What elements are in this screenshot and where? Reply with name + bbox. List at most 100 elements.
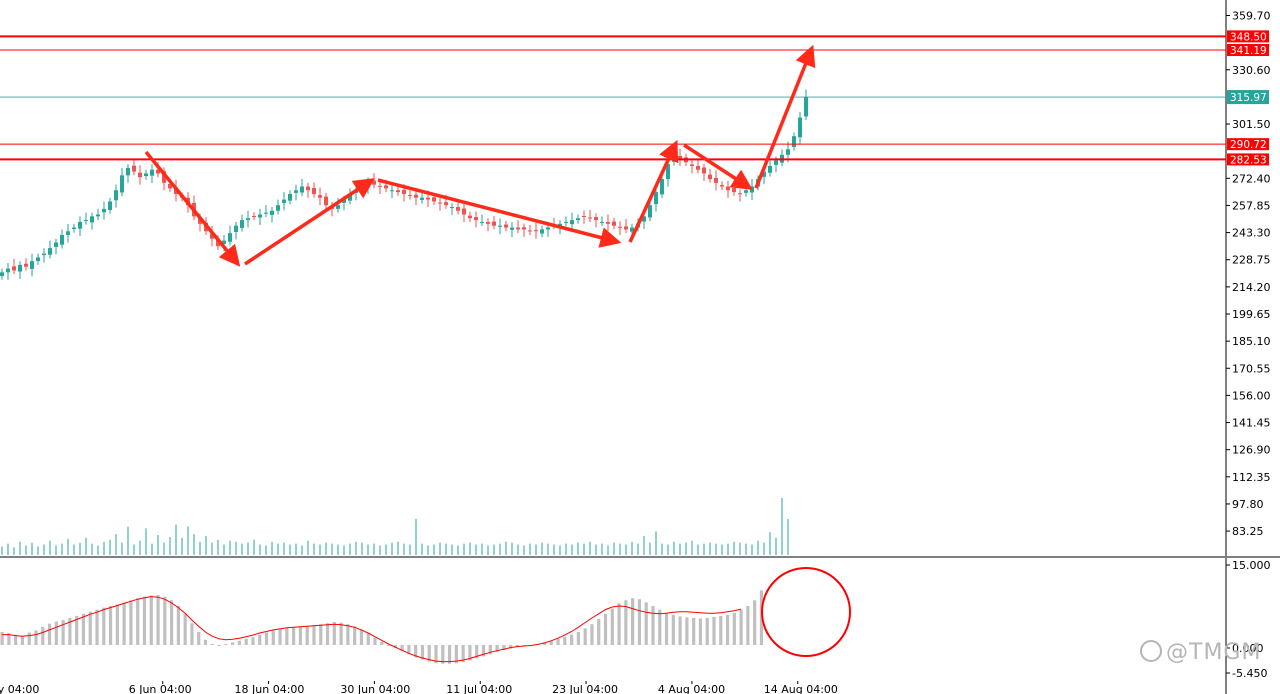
x-tick-label: 11 Jul 04:00	[446, 683, 512, 694]
candle-body	[786, 149, 790, 155]
candle-body	[72, 227, 76, 230]
macd-histogram-bar	[583, 628, 587, 645]
macd-histogram-bar	[603, 613, 608, 645]
macd-histogram-bar	[231, 642, 235, 645]
candle-body	[450, 207, 454, 209]
macd-histogram-bar	[258, 634, 262, 645]
candle-body	[162, 171, 166, 183]
candle-body	[528, 230, 532, 232]
macd-histogram-bar	[597, 619, 601, 645]
macd-histogram-bar	[7, 633, 11, 645]
macd-histogram-bar	[502, 645, 506, 651]
y-tick-label: 170.55	[1232, 362, 1271, 375]
candle-body	[258, 214, 262, 218]
macd-histogram-bar	[34, 630, 38, 645]
macd-histogram-bar	[400, 645, 404, 652]
candle-body	[762, 171, 766, 177]
candle-body	[252, 215, 256, 217]
candle-body	[48, 248, 52, 255]
candle-body	[504, 224, 508, 228]
candle-body	[468, 215, 472, 219]
y-tick-label: 97.80	[1232, 498, 1264, 511]
macd-histogram-bar	[542, 642, 547, 645]
y-tick-label: 228.75	[1232, 254, 1271, 267]
candle-body	[84, 220, 88, 222]
macd-signal-line	[2, 596, 742, 663]
macd-histogram-bar	[190, 623, 194, 645]
candle-body	[738, 193, 742, 195]
candle-body	[78, 221, 82, 229]
macd-histogram-bar	[427, 645, 431, 662]
y-tick-label: 214.20	[1232, 281, 1271, 294]
macd-histogram-bar	[712, 616, 716, 645]
macd-histogram-bar	[359, 629, 364, 645]
candle-body	[276, 205, 280, 211]
current-price-label: 315.97	[1230, 92, 1267, 104]
candle-body	[324, 196, 328, 206]
candle-body	[306, 186, 310, 191]
macd-histogram-bar	[183, 613, 187, 645]
macd-histogram-bar	[468, 645, 472, 661]
macd-histogram-bar	[753, 600, 757, 645]
y-tick-label: 141.45	[1232, 417, 1271, 430]
annotation-arrow	[144, 150, 241, 267]
candle-body	[402, 189, 406, 194]
macd-histogram-bar	[746, 606, 750, 645]
candle-body	[798, 117, 802, 138]
macd-histogram-bar	[224, 643, 228, 645]
macd-histogram-bar	[251, 637, 255, 645]
macd-histogram-bar	[319, 624, 323, 645]
macd-histogram-bar	[393, 645, 397, 649]
macd-histogram-bar	[142, 596, 147, 645]
level-price-tag	[1227, 44, 1269, 57]
macd-histogram-bar	[217, 645, 221, 646]
macd-histogram-bar	[61, 620, 65, 645]
candle-body	[24, 263, 28, 267]
candle-body	[222, 240, 226, 244]
candle-body	[678, 155, 682, 159]
macd-histogram-bar	[285, 627, 289, 645]
watermark-logo: @TMGM	[1140, 640, 1261, 665]
candle-body	[216, 238, 220, 247]
candle-body	[612, 221, 616, 226]
macd-histogram-bar	[434, 645, 438, 664]
candle-body	[462, 208, 466, 215]
macd-histogram-bar	[739, 609, 743, 645]
candle-body	[672, 154, 676, 162]
candle-body	[408, 195, 412, 197]
macd-tick-label: 15.000	[1232, 559, 1271, 572]
candle-body	[6, 268, 10, 273]
candle-body	[384, 185, 388, 189]
candle-body	[234, 225, 238, 233]
candle-body	[666, 164, 670, 180]
candle-body	[432, 197, 436, 202]
level-price-label: 282.53	[1230, 154, 1267, 166]
y-tick-label: 199.65	[1232, 308, 1271, 321]
candle-body	[420, 197, 424, 200]
macd-histogram-bar	[698, 618, 703, 645]
macd-histogram-bar	[68, 617, 72, 645]
macd-histogram-bar	[54, 621, 58, 645]
y-tick-label: 359.70	[1232, 10, 1271, 23]
macd-histogram-bar	[461, 645, 465, 663]
macd-histogram-bar	[292, 627, 296, 645]
x-tick-label: 14 Aug 04:00	[764, 683, 838, 694]
macd-histogram-bar	[197, 632, 201, 645]
candle-body	[396, 190, 400, 193]
macd-histogram-bar	[563, 636, 567, 645]
macd-histogram-bar	[325, 623, 330, 645]
y-tick-label: 156.00	[1232, 389, 1271, 402]
annotation-arrow	[683, 143, 753, 190]
macd-histogram-bar	[475, 645, 479, 659]
candle-body	[108, 201, 112, 211]
macd-histogram-bar	[671, 614, 675, 645]
candle-body	[270, 210, 274, 215]
candle-body	[198, 217, 202, 224]
candle-body	[654, 192, 658, 205]
candle-body	[804, 97, 808, 117]
candle-body	[102, 208, 106, 213]
candle-body	[66, 231, 70, 236]
candle-body	[96, 214, 100, 217]
candle-body	[114, 190, 118, 201]
